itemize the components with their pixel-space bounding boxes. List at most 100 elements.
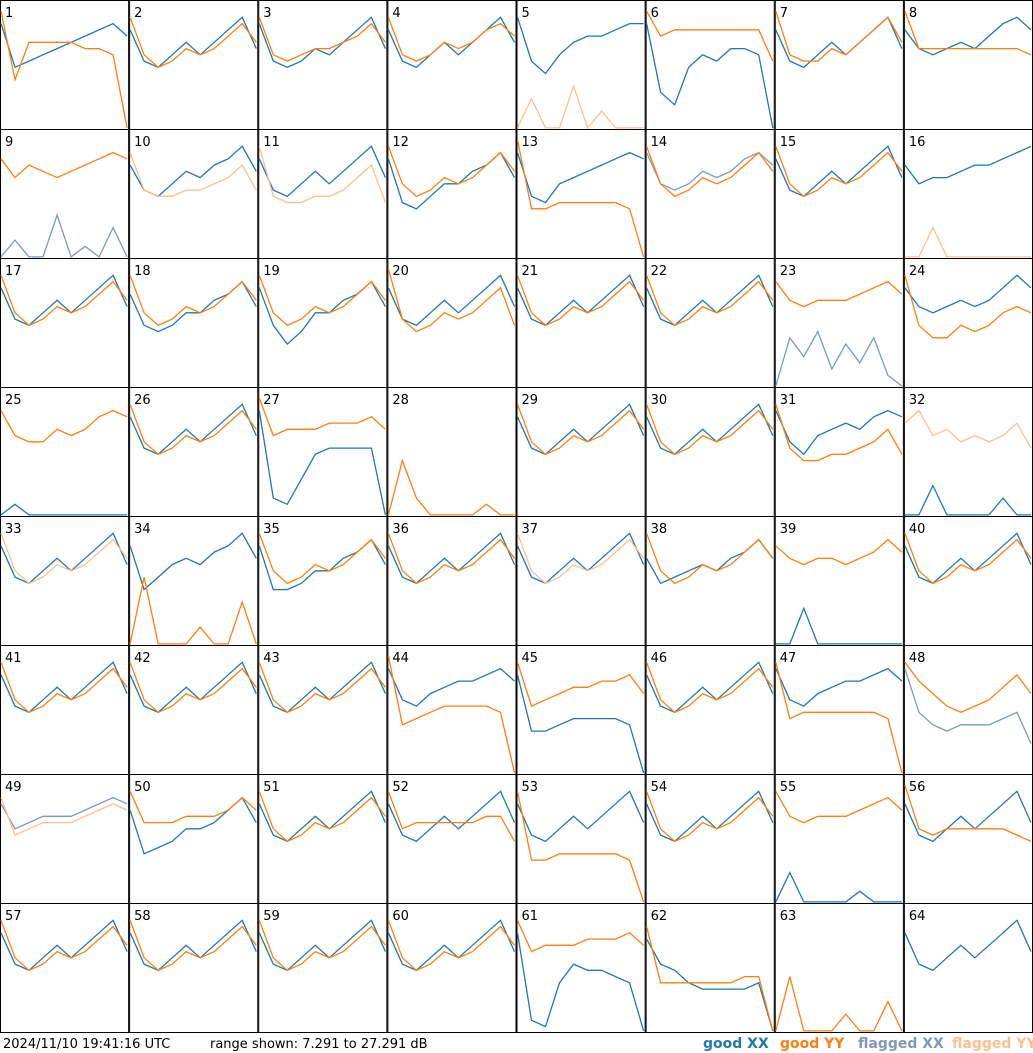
panel-frame [516, 903, 646, 1033]
panel-label: 39 [780, 522, 797, 537]
panel-label: 64 [909, 909, 926, 924]
spectrum-line [645, 926, 774, 1032]
legend-entry: good XX [703, 1036, 769, 1052]
spectrum-line [258, 533, 386, 585]
spectrum-line [0, 151, 128, 179]
spectrum-line [904, 145, 1032, 185]
panel-label: 55 [780, 780, 797, 795]
panel-label: 15 [780, 135, 797, 150]
spectrum-line [129, 16, 257, 69]
spectrum-line [516, 920, 645, 953]
panel-label: 59 [263, 909, 280, 924]
panel-label: 2 [134, 6, 142, 21]
range-text: range shown: 7.291 to 27.291 dB [210, 1037, 428, 1052]
spectrum-line [387, 458, 515, 516]
panel-label: 53 [522, 780, 539, 795]
spectrum-line [516, 932, 645, 1032]
spectrum-line [516, 151, 644, 204]
legend-entry: flagged XX [858, 1036, 944, 1052]
spectrum-line [775, 871, 902, 903]
spectrum-line [516, 403, 645, 456]
panel-label: 29 [522, 393, 539, 408]
panel-label: 34 [134, 522, 151, 537]
panel-frame [0, 903, 130, 1033]
panel-label: 48 [909, 651, 926, 666]
spectrum-line [904, 10, 1032, 56]
panel-label: 57 [5, 909, 22, 924]
panel-label: 19 [263, 264, 280, 279]
spectrum-line [129, 661, 257, 714]
panel-label: 60 [392, 909, 409, 924]
panel-label: 14 [651, 135, 668, 150]
panel-label: 12 [392, 135, 409, 150]
spectrum-line [258, 145, 386, 198]
spectrum-line [645, 791, 774, 843]
spectrum-line [645, 533, 774, 585]
spectrum-line [387, 533, 516, 585]
panel-label: 9 [5, 135, 13, 150]
spectrum-line [904, 409, 1032, 449]
spectrum-line [904, 784, 1032, 842]
panel-label: 41 [5, 651, 22, 666]
spectrum-line [775, 330, 903, 387]
spectrum-line [258, 16, 386, 69]
spectrum-line [775, 10, 903, 62]
spectrum-line [775, 538, 903, 566]
legend-entry: flagged YY [952, 1036, 1033, 1052]
spectrum-line [775, 790, 903, 824]
spectrum-line [258, 397, 386, 437]
legend-entry: good YY [780, 1036, 845, 1052]
panel-label: 3 [263, 6, 271, 21]
spectrum-line [0, 213, 128, 258]
spectrum-line [645, 23, 774, 129]
spectrum-line [904, 533, 1032, 585]
spectrum-line [516, 790, 645, 843]
panel-label: 63 [780, 909, 797, 924]
spectrum-line [775, 145, 903, 198]
spectrum-line [646, 661, 774, 714]
spectrum-line [646, 274, 774, 327]
panel-frame [129, 903, 259, 1033]
spectrum-line [129, 532, 257, 591]
panel-frame [258, 903, 388, 1033]
panel-label: 43 [263, 651, 280, 666]
panel-label: 27 [263, 393, 280, 408]
panel-label: 4 [392, 6, 400, 21]
panel-label: 40 [909, 522, 926, 537]
spectrum-line [646, 403, 774, 456]
spectrum-line [646, 938, 774, 1032]
spectrum-line [516, 275, 645, 327]
spectrum-line [129, 403, 257, 456]
spectrum-line [904, 661, 1032, 714]
spectrum-line [258, 919, 386, 972]
spectrum-line [516, 662, 645, 707]
panel-label: 22 [651, 264, 668, 279]
spectrum-line [129, 791, 257, 824]
spectrum-line [904, 668, 1032, 744]
spectrum-line [387, 268, 516, 333]
spectrum-line [646, 151, 774, 191]
spectrum-line [258, 410, 387, 516]
spectrum-line [258, 146, 387, 204]
spectrum-line [775, 146, 903, 198]
spectrum-line [516, 533, 645, 585]
spectrum-line [0, 503, 128, 516]
spectrum-line [258, 538, 386, 591]
spectrum-line [0, 919, 128, 972]
spectrum-line [516, 84, 644, 130]
panel-label: 61 [522, 909, 539, 924]
spectrum-line [0, 275, 128, 327]
panel-label: 17 [5, 264, 22, 279]
panel-frame [774, 903, 904, 1033]
panel-label: 47 [780, 651, 797, 666]
panel-label: 13 [522, 135, 539, 150]
spectrum-line [258, 920, 386, 972]
spectrum-line [904, 16, 1032, 56]
spectrum-line [0, 662, 128, 714]
spectrum-line [646, 538, 774, 585]
panel-label: 7 [780, 6, 788, 21]
panel-label: 51 [263, 780, 280, 795]
spectrum-line [387, 532, 516, 585]
panel-label: 28 [392, 393, 409, 408]
